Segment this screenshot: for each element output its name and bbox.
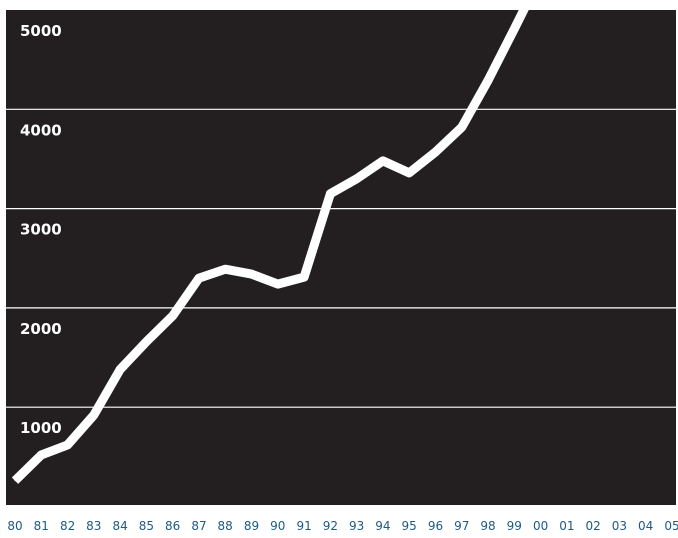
- y-tick-label: 1000: [20, 419, 62, 437]
- y-tick-label: 4000: [20, 121, 62, 139]
- x-tick-label: 98: [480, 519, 495, 533]
- x-tick-label: 87: [191, 519, 206, 533]
- y-tick-label: 2000: [20, 320, 62, 338]
- x-tick-label: 95: [402, 519, 417, 533]
- series-line-0: [11, 0, 534, 484]
- x-tick-label: 96: [428, 519, 443, 533]
- data-point: [435, 151, 436, 153]
- x-tick-label: 04: [638, 519, 653, 533]
- x-tick-label: 92: [323, 519, 338, 533]
- data-point: [119, 369, 121, 370]
- x-tick-label: 03: [612, 519, 627, 533]
- x-tick-label: 90: [270, 519, 285, 533]
- x-tick-label: 00: [533, 519, 548, 533]
- data-point: [172, 315, 174, 317]
- data-point: [40, 454, 42, 456]
- x-tick-label: 84: [112, 519, 127, 533]
- data-point: [277, 283, 279, 285]
- gridlines: [6, 108, 676, 408]
- y-tick-label: 3000: [20, 221, 62, 239]
- x-tick-label: 81: [34, 519, 49, 533]
- x-tick-label: 01: [559, 519, 574, 533]
- data-point: [303, 276, 305, 278]
- x-tick-label: 93: [349, 519, 364, 533]
- x-tick-label: 05: [664, 519, 678, 533]
- data-point: [145, 341, 147, 343]
- x-tick-label: 89: [244, 519, 259, 533]
- data-point: [67, 444, 69, 446]
- plot-background: [6, 10, 676, 505]
- x-tick-label: 02: [586, 519, 601, 533]
- x-tick-label: 83: [86, 519, 101, 533]
- y-tick-label: 5000: [20, 22, 62, 40]
- data-point: [329, 193, 331, 195]
- data-point: [93, 414, 95, 416]
- x-tick-label: 88: [218, 519, 233, 533]
- data-point: [198, 277, 200, 279]
- x-tick-label: 94: [375, 519, 390, 533]
- series-layer: [11, 0, 534, 484]
- data-point: [14, 480, 16, 482]
- data-point: [356, 178, 358, 180]
- data-point: [513, 28, 515, 30]
- data-point: [382, 160, 384, 162]
- x-tick-label: 91: [296, 519, 311, 533]
- x-tick-label: 80: [7, 519, 22, 533]
- x-tick-label: 82: [60, 519, 75, 533]
- data-point: [224, 268, 226, 270]
- data-point: [461, 126, 463, 128]
- data-point: [251, 273, 252, 275]
- data-point: [408, 172, 410, 174]
- x-tick-label: 99: [507, 519, 522, 533]
- x-tick-labels: 80 81 82 83 84 85 86 87 88 89 90 91 92 93 94 95 96 97 98 99…: [7, 519, 678, 533]
- data-point: [487, 80, 489, 81]
- y-tick-labels: 1000 2000 3000 4000 5000: [20, 22, 62, 437]
- x-tick-label: 97: [454, 519, 469, 533]
- x-tick-label: 85: [139, 519, 154, 533]
- x-tick-label: 86: [165, 519, 180, 533]
